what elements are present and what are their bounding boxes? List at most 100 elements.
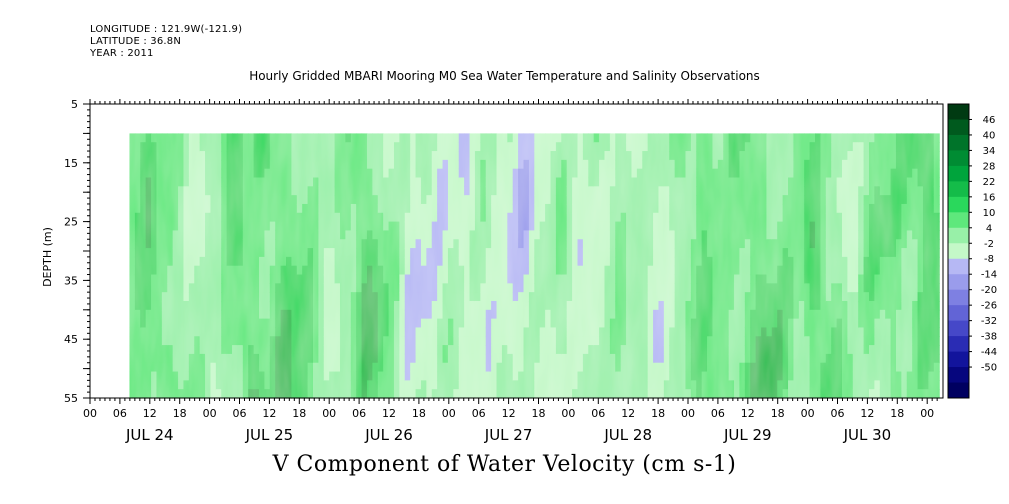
heatmap-cell: [512, 151, 519, 161]
heatmap-cell: [205, 292, 212, 302]
heatmap-cell: [426, 168, 433, 179]
heatmap-cell: [383, 168, 390, 179]
heatmap-cell: [210, 186, 217, 196]
heatmap-cell: [566, 151, 573, 161]
heatmap-cell: [788, 221, 795, 232]
heatmap-cell: [275, 371, 282, 381]
heatmap-cell: [809, 362, 816, 373]
heatmap-cell: [739, 239, 746, 249]
heatmap-cell: [777, 195, 784, 205]
heatmap-cell: [145, 327, 152, 337]
heatmap-cell: [512, 212, 519, 223]
heatmap-cell: [890, 186, 897, 196]
heatmap-cell: [539, 159, 546, 170]
heatmap-cell: [868, 256, 875, 267]
heatmap-cell: [712, 318, 719, 329]
heatmap-cell: [491, 151, 498, 161]
heatmap-cell: [323, 309, 330, 320]
heatmap-cell: [782, 159, 789, 170]
heatmap-cell: [232, 318, 239, 329]
heatmap-cell: [782, 309, 789, 320]
heatmap-cell: [739, 168, 746, 179]
heatmap-cell: [539, 318, 546, 329]
heatmap-cell: [237, 274, 244, 284]
heatmap-cell: [474, 292, 481, 302]
heatmap-cell: [863, 318, 870, 329]
heatmap-cell: [858, 159, 865, 170]
heatmap-cell: [663, 362, 670, 373]
heatmap-cell: [701, 230, 708, 240]
heatmap-cell: [226, 309, 233, 320]
heatmap-cell: [928, 274, 935, 284]
heatmap-cell: [318, 230, 325, 240]
heatmap-cell: [318, 186, 325, 196]
heatmap-cell: [404, 248, 411, 258]
heatmap-cell: [399, 309, 406, 320]
heatmap-cell: [825, 186, 832, 196]
heatmap-cell: [793, 345, 800, 355]
heatmap-cell: [561, 203, 568, 214]
heatmap-cell: [431, 186, 438, 196]
heatmap-cell: [145, 239, 152, 249]
heatmap-cell: [183, 283, 190, 293]
heatmap-cell: [469, 283, 476, 293]
heatmap-cell: [453, 239, 460, 249]
heatmap-cell: [739, 265, 746, 276]
heatmap-cell: [917, 265, 924, 276]
heatmap-cell: [836, 142, 843, 152]
heatmap-cell: [469, 318, 476, 329]
heatmap-cell: [372, 256, 379, 267]
heatmap-cell: [404, 230, 411, 240]
heatmap-cell: [145, 203, 152, 214]
heatmap-cell: [161, 186, 168, 196]
heatmap-cell: [739, 380, 746, 390]
heatmap-cell: [404, 159, 411, 170]
heatmap-cell: [895, 345, 902, 355]
heatmap-cell: [879, 248, 886, 258]
heatmap-cell: [437, 327, 444, 337]
heatmap-cell: [474, 142, 481, 152]
x-hour-tick-label: 12: [143, 407, 157, 420]
heatmap-cell: [723, 318, 730, 329]
heatmap-cell: [512, 265, 519, 276]
heatmap-cell: [523, 256, 530, 267]
heatmap-cell: [523, 221, 530, 232]
heatmap-cell: [296, 212, 303, 223]
heatmap-cell: [302, 274, 309, 284]
heatmap-cell: [636, 318, 643, 329]
heatmap-cell: [820, 239, 827, 249]
heatmap-cell: [323, 292, 330, 302]
heatmap-cell: [761, 151, 768, 161]
heatmap-cell: [615, 151, 622, 161]
heatmap-cell: [566, 142, 573, 152]
heatmap-cell: [420, 336, 427, 346]
heatmap-cell: [205, 248, 212, 258]
heatmap-cell: [577, 265, 584, 276]
heatmap-cell: [221, 151, 228, 161]
heatmap-cell: [707, 159, 714, 170]
heatmap-cell: [723, 283, 730, 293]
heatmap-cell: [561, 327, 568, 337]
x-hour-tick-label: 12: [860, 407, 874, 420]
heatmap-cell: [685, 380, 692, 390]
heatmap-cell: [415, 177, 422, 187]
heatmap-cell: [663, 212, 670, 223]
heatmap-cell: [194, 318, 201, 329]
heatmap-cell: [647, 371, 654, 381]
heatmap-cell: [464, 133, 471, 143]
heatmap-cell: [685, 345, 692, 355]
heatmap-cell: [372, 300, 379, 311]
heatmap-cell: [253, 203, 260, 214]
heatmap-cell: [383, 327, 390, 337]
heatmap-cell: [620, 380, 627, 390]
heatmap-cell: [820, 203, 827, 214]
heatmap-cell: [555, 292, 562, 302]
year-label: YEAR : 2011: [90, 48, 154, 59]
heatmap-cell: [356, 389, 363, 399]
heatmap-cell: [626, 212, 633, 223]
heatmap-cell: [377, 345, 384, 355]
heatmap-cell: [663, 300, 670, 311]
heatmap-cell: [798, 203, 805, 214]
heatmap-cell: [129, 177, 136, 187]
heatmap-cell: [205, 353, 212, 364]
